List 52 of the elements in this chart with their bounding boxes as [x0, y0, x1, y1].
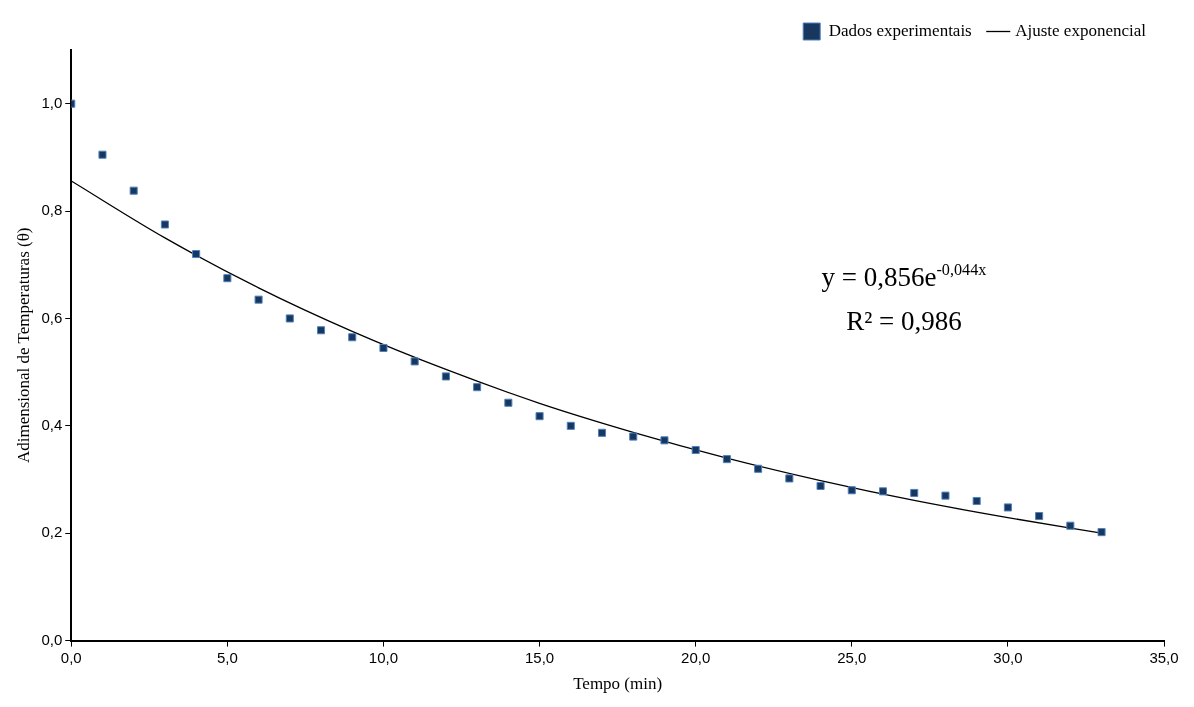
point [316, 326, 326, 335]
x-tick-label: 10,0 [368, 648, 399, 666]
point [597, 428, 607, 437]
point [629, 432, 638, 441]
y-tick-label: 0,8 [41, 201, 63, 219]
point [878, 487, 888, 496]
point [504, 398, 513, 407]
x-tick-label: 5,0 [216, 648, 238, 666]
point [972, 496, 981, 506]
point [98, 150, 107, 159]
point [129, 186, 138, 195]
point [379, 343, 388, 353]
point [473, 383, 482, 392]
legend-label: Dados experimentais [828, 20, 972, 40]
point [847, 486, 856, 495]
x-axis-title: Tempo (min) [573, 674, 663, 694]
point [1097, 528, 1106, 537]
legend-label: Ajuste exponencial [1015, 20, 1147, 40]
point [192, 249, 201, 259]
point [566, 421, 575, 430]
point [410, 357, 419, 366]
x-tick-label: 0,0 [60, 648, 82, 666]
annotation: R² = 0,986 [846, 306, 962, 337]
point [1003, 503, 1012, 512]
y-tick-label: 0,6 [41, 308, 63, 326]
x-tick-label: 25,0 [837, 648, 867, 666]
point [160, 220, 169, 229]
point [254, 295, 263, 304]
point [691, 445, 700, 455]
point [348, 333, 357, 342]
point [535, 412, 544, 421]
point [816, 481, 825, 491]
x-tick-label: 30,0 [993, 648, 1023, 666]
y-tick-label: 0,0 [41, 630, 63, 648]
point [1035, 512, 1044, 521]
x-tick-label: 15,0 [524, 648, 555, 666]
y-axis-title: Adimensional de Temperaturas (θ) [13, 227, 33, 464]
point [754, 464, 763, 473]
point [285, 314, 294, 323]
x-tick-label: 35,0 [1149, 648, 1179, 666]
point [785, 474, 794, 483]
point [223, 274, 232, 283]
y-tick-label: 1,0 [41, 93, 63, 111]
point [722, 455, 731, 464]
point [660, 436, 669, 445]
x-tick-label: 20,0 [681, 648, 711, 666]
point [1066, 521, 1075, 530]
y-tick-label: 0,2 [41, 523, 63, 541]
point [910, 488, 919, 497]
y-tick-label: 0,4 [41, 415, 63, 433]
point [941, 491, 950, 500]
point [441, 372, 450, 381]
